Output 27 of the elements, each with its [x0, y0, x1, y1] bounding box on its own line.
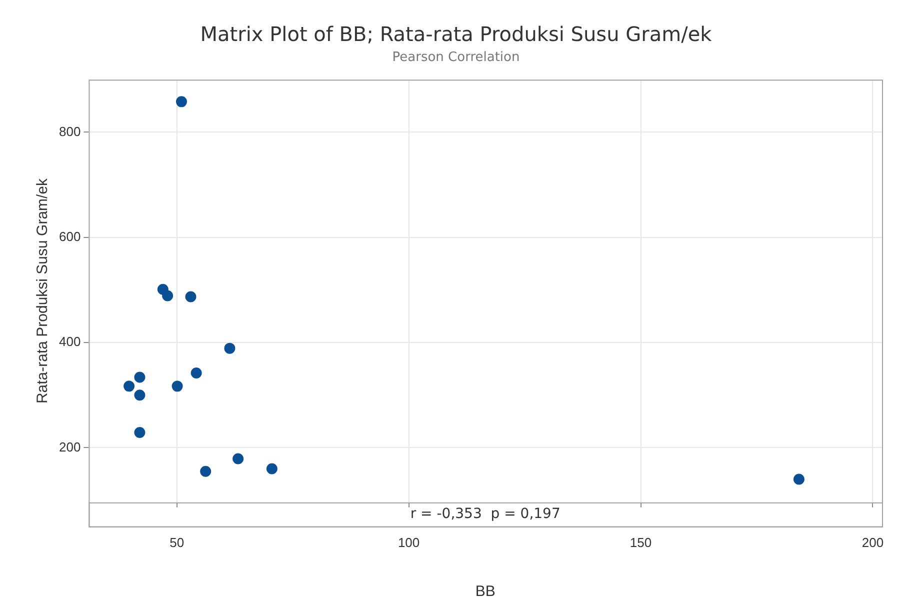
- point: [200, 466, 212, 477]
- point: [266, 463, 278, 474]
- point: [134, 426, 146, 438]
- point: [162, 290, 174, 302]
- chart-subtitle: Pearson Correlation: [392, 50, 520, 66]
- x-tick-label: 50: [170, 534, 184, 550]
- point: [172, 380, 183, 392]
- y-tick-label: 200: [58, 439, 81, 454]
- point: [124, 380, 135, 392]
- point: [134, 390, 146, 401]
- x-tick-label: 150: [630, 534, 652, 550]
- x-tick-label: 100: [398, 534, 420, 550]
- point: [190, 368, 202, 379]
- point: [793, 474, 804, 485]
- x-tick-label: 200: [862, 534, 884, 550]
- y-tick-label: 800: [58, 124, 81, 139]
- y-tick-label: 400: [58, 334, 81, 350]
- x-axis-title: BB: [475, 583, 496, 600]
- point: [134, 372, 146, 383]
- point: [224, 342, 236, 354]
- point: [232, 453, 244, 464]
- point: [185, 291, 196, 302]
- y-axis-title: Rata-rata Produksi Susu Gram/ek: [34, 178, 52, 404]
- chart-title: Matrix Plot of BB; Rata-rata Produksi Susu Gram/ek: [200, 22, 712, 46]
- point: [176, 96, 187, 108]
- text: r = -0,353 p = 0,197: [410, 506, 560, 522]
- y-tick-label: 600: [58, 228, 81, 244]
